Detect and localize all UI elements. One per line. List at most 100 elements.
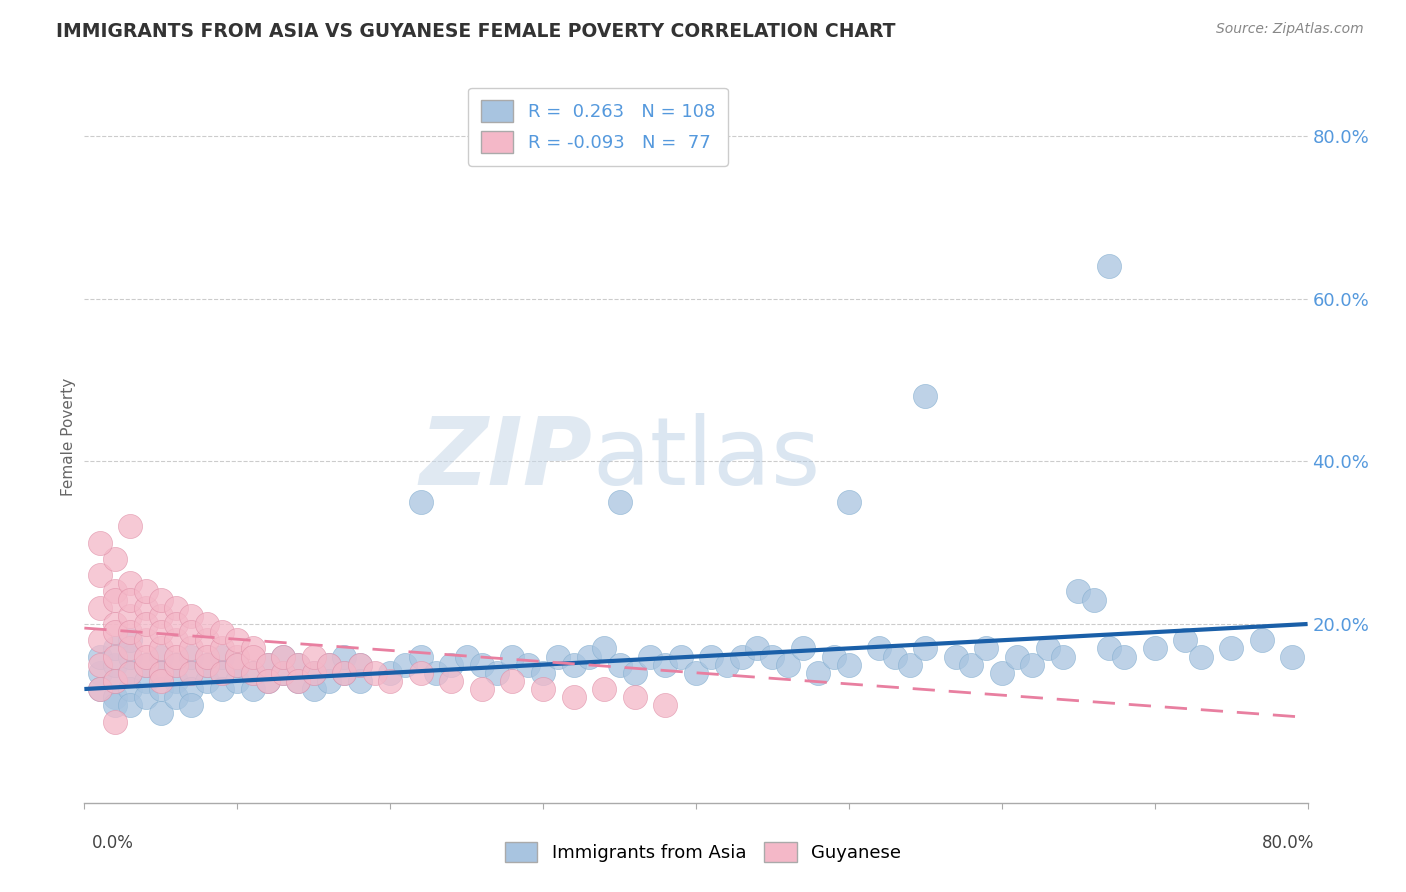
Point bbox=[287, 673, 309, 688]
Point bbox=[149, 681, 172, 696]
Point bbox=[104, 698, 127, 713]
Point bbox=[471, 657, 494, 672]
Point bbox=[149, 665, 172, 680]
Point bbox=[211, 649, 233, 664]
Point bbox=[165, 649, 187, 664]
Point bbox=[531, 681, 554, 696]
Point bbox=[135, 657, 157, 672]
Point bbox=[180, 649, 202, 664]
Point bbox=[242, 665, 264, 680]
Point bbox=[195, 673, 218, 688]
Point bbox=[302, 665, 325, 680]
Point bbox=[516, 657, 538, 672]
Point bbox=[104, 584, 127, 599]
Point bbox=[211, 665, 233, 680]
Text: ZIP: ZIP bbox=[419, 413, 592, 505]
Point bbox=[502, 649, 524, 664]
Point bbox=[1098, 641, 1121, 656]
Point bbox=[149, 665, 172, 680]
Point bbox=[104, 617, 127, 632]
Point bbox=[271, 665, 294, 680]
Point bbox=[302, 665, 325, 680]
Point bbox=[287, 657, 309, 672]
Point bbox=[440, 673, 463, 688]
Point bbox=[135, 657, 157, 672]
Point bbox=[257, 657, 280, 672]
Point bbox=[165, 633, 187, 648]
Point bbox=[638, 649, 661, 664]
Point bbox=[89, 649, 111, 664]
Point bbox=[242, 649, 264, 664]
Point bbox=[364, 665, 387, 680]
Point bbox=[180, 608, 202, 623]
Point bbox=[149, 706, 172, 721]
Point bbox=[226, 657, 249, 672]
Point bbox=[120, 649, 142, 664]
Point bbox=[271, 649, 294, 664]
Point bbox=[380, 665, 402, 680]
Point bbox=[226, 673, 249, 688]
Point bbox=[120, 625, 142, 640]
Point bbox=[609, 495, 631, 509]
Point bbox=[242, 665, 264, 680]
Point bbox=[1098, 260, 1121, 274]
Point bbox=[333, 649, 356, 664]
Point bbox=[195, 657, 218, 672]
Point bbox=[1250, 633, 1272, 648]
Point bbox=[1005, 649, 1028, 664]
Point bbox=[318, 657, 340, 672]
Point bbox=[104, 552, 127, 566]
Legend: R =  0.263   N = 108, R = -0.093   N =  77: R = 0.263 N = 108, R = -0.093 N = 77 bbox=[468, 87, 728, 166]
Point bbox=[716, 657, 738, 672]
Point bbox=[104, 657, 127, 672]
Point bbox=[180, 698, 202, 713]
Point bbox=[242, 681, 264, 696]
Point bbox=[318, 673, 340, 688]
Point bbox=[195, 633, 218, 648]
Point bbox=[211, 641, 233, 656]
Point bbox=[195, 657, 218, 672]
Point bbox=[165, 617, 187, 632]
Point bbox=[120, 681, 142, 696]
Point bbox=[287, 657, 309, 672]
Point bbox=[135, 600, 157, 615]
Point bbox=[271, 665, 294, 680]
Point bbox=[149, 649, 172, 664]
Point bbox=[547, 649, 569, 664]
Point bbox=[562, 690, 585, 705]
Point bbox=[700, 649, 723, 664]
Point bbox=[120, 665, 142, 680]
Point bbox=[593, 681, 616, 696]
Point bbox=[823, 649, 845, 664]
Point bbox=[456, 649, 478, 664]
Point bbox=[593, 641, 616, 656]
Point bbox=[747, 641, 769, 656]
Point bbox=[89, 681, 111, 696]
Point bbox=[333, 665, 356, 680]
Point bbox=[838, 657, 860, 672]
Point bbox=[257, 673, 280, 688]
Text: 0.0%: 0.0% bbox=[91, 834, 134, 852]
Point bbox=[180, 625, 202, 640]
Point bbox=[149, 673, 172, 688]
Point bbox=[883, 649, 905, 664]
Point bbox=[120, 608, 142, 623]
Point bbox=[1067, 584, 1090, 599]
Point bbox=[792, 641, 814, 656]
Point bbox=[1143, 641, 1166, 656]
Text: 80.0%: 80.0% bbox=[1263, 834, 1315, 852]
Point bbox=[502, 673, 524, 688]
Point bbox=[135, 673, 157, 688]
Point bbox=[135, 617, 157, 632]
Point bbox=[165, 657, 187, 672]
Point bbox=[104, 625, 127, 640]
Point bbox=[960, 657, 983, 672]
Legend: Immigrants from Asia, Guyanese: Immigrants from Asia, Guyanese bbox=[498, 834, 908, 870]
Point bbox=[1220, 641, 1243, 656]
Point bbox=[1052, 649, 1074, 664]
Point bbox=[349, 657, 371, 672]
Point bbox=[409, 665, 432, 680]
Point bbox=[120, 592, 142, 607]
Point bbox=[226, 649, 249, 664]
Point bbox=[165, 673, 187, 688]
